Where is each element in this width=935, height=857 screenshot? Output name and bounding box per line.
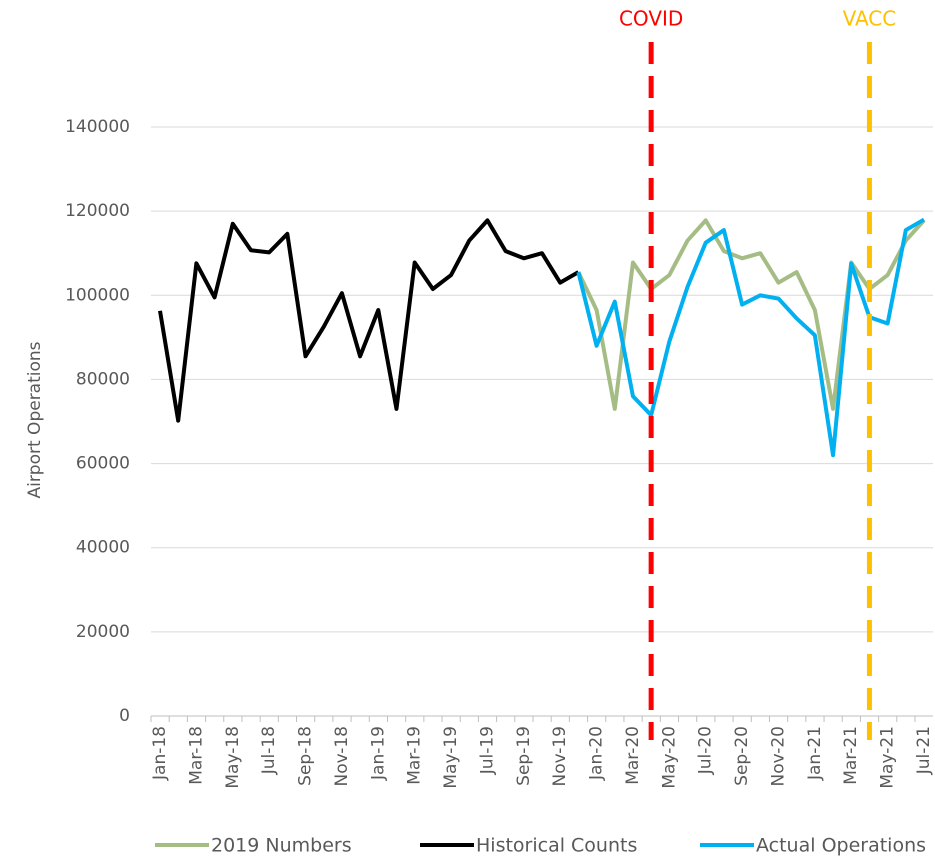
series-line [158,218,580,423]
y-tick-label: 120000 [65,201,130,221]
y-tick-label: 80000 [76,369,130,389]
y-tick-label: 40000 [76,538,130,558]
x-tick-label: Nov-20 [768,726,788,787]
series-line [576,218,926,411]
series-line [576,217,926,458]
x-tick-label: Mar-21 [841,726,861,785]
x-tick-label: Mar-18 [186,726,206,785]
x-tick-label: Jul-18 [259,726,279,775]
y-tick-label: 20000 [76,622,130,642]
x-tick-label: May-19 [441,726,461,789]
x-tick-label: Nov-18 [332,726,352,787]
x-tick-label: Sep-19 [514,726,534,786]
legend-label: Actual Operations [756,835,926,857]
x-tick-label: Jul-19 [477,726,497,775]
x-tick-label: Jan-19 [368,726,388,781]
event-label: COVID [619,7,683,31]
x-tick-label: Sep-20 [732,726,752,786]
legend-label: 2019 Numbers [211,835,352,857]
x-tick-label: Jul-20 [696,726,716,775]
x-tick-label: Mar-20 [623,726,643,785]
x-tick-label: Sep-18 [296,726,316,786]
x-tick-label: May-18 [223,726,243,789]
y-tick-label: 140000 [65,117,130,137]
y-axis-label: Airport Operations [25,341,45,498]
event-label: VACC [843,7,897,31]
x-tick-label: Jul-21 [914,726,934,775]
legend-label: Historical Counts [476,835,637,857]
y-tick-label: 100000 [65,285,130,305]
y-tick-label: 60000 [76,454,130,474]
x-tick-label: May-21 [878,726,898,789]
x-tick-label: May-20 [659,726,679,789]
x-tick-label: Nov-19 [550,726,570,787]
y-tick-label: 0 [119,706,130,726]
x-tick-label: Jan-21 [805,726,825,781]
x-tick-label: Mar-19 [405,726,425,785]
x-tick-label: Jan-18 [150,726,170,781]
x-tick-label: Jan-20 [587,726,607,781]
